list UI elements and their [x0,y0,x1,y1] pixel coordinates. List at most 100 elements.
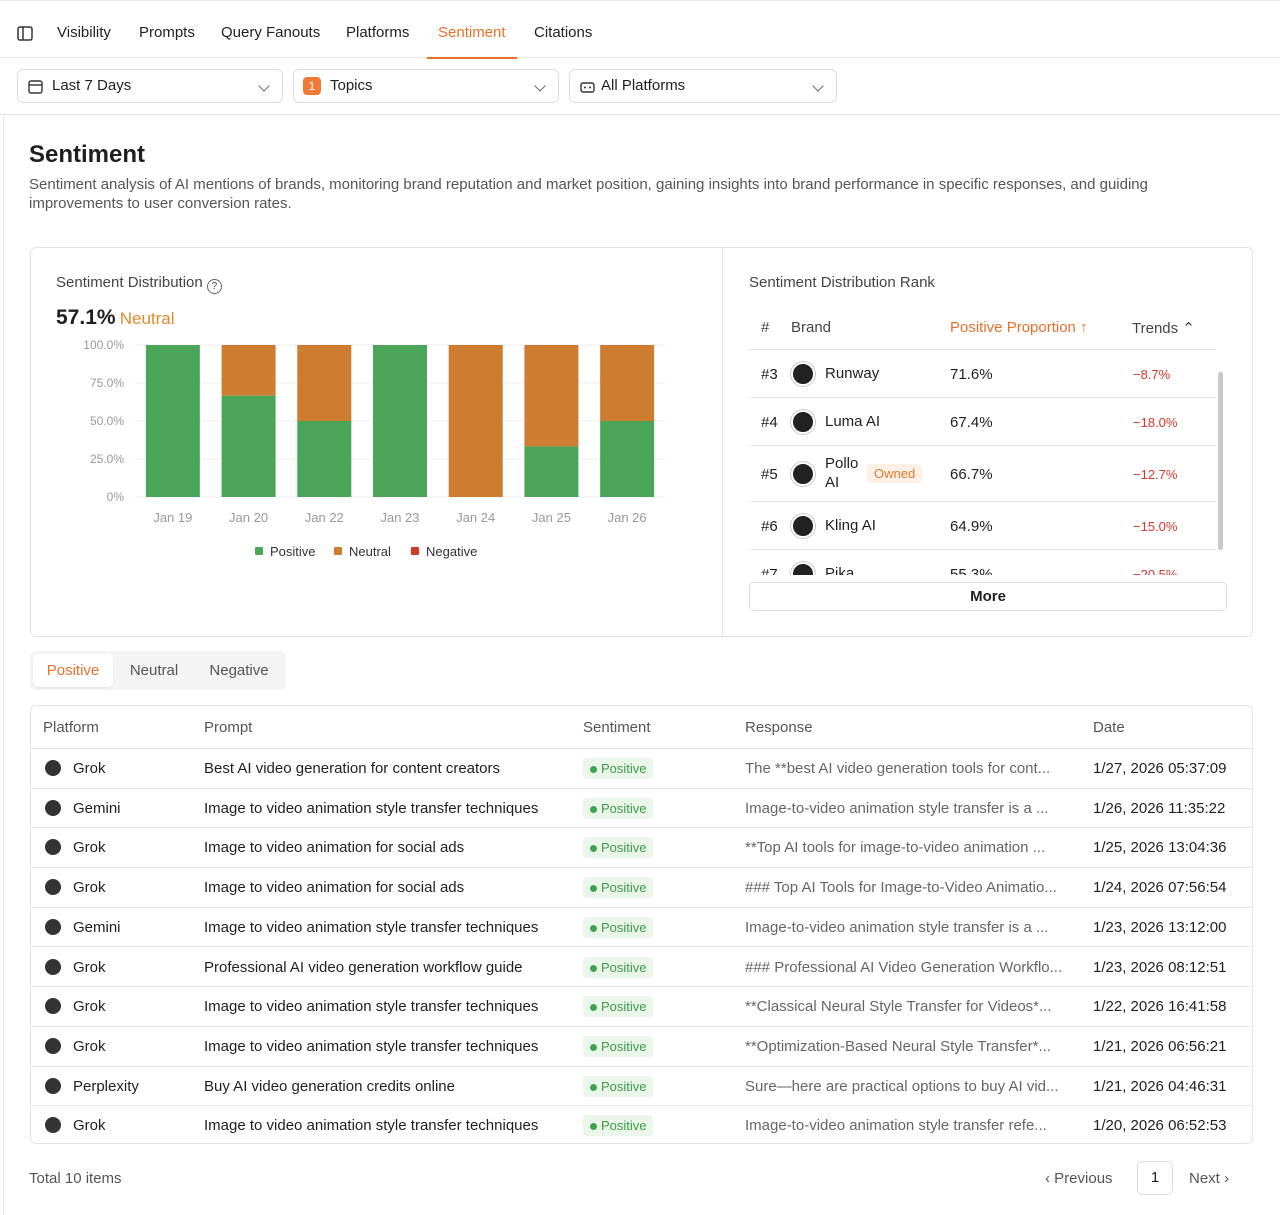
brand-logo [791,410,815,434]
brand-name: Luma AI [825,413,881,430]
bar-segment [600,345,655,421]
nav-tab[interactable]: Visibility [57,24,111,41]
legend-swatch [411,547,419,555]
page-button[interactable]: 1 [1137,1161,1173,1195]
date: 1/22, 2026 16:41:58 [1093,998,1227,1016]
date: 1/26, 2026 11:35:22 [1093,799,1226,817]
more-button[interactable]: More [749,582,1227,611]
rank-column[interactable]: Trends ⌃ [1132,320,1195,337]
x-tick-label: Jan 23 [380,510,419,525]
x-tick-label: Jan 20 [229,510,268,525]
date: 1/23, 2026 08:12:51 [1093,958,1227,976]
platform: Grok [73,958,106,976]
platform-icon [45,760,61,776]
rank-column[interactable]: Positive Proportion ↑ [950,319,1088,336]
column-header: Prompt [204,719,253,736]
topics-filter[interactable]: 1 Topics [293,69,559,103]
bar-segment [221,345,276,396]
sentiment-badge: Positive [583,996,653,1018]
page-description: Sentiment analysis of AI mentions of bra… [29,176,1148,212]
response: **Classical Neural Style Transfer for Vi… [745,998,1052,1016]
rank-number: #3 [761,366,778,383]
platform: Grok [73,998,106,1016]
date: 1/21, 2026 06:56:21 [1093,1037,1227,1055]
rank-title: Sentiment Distribution Rank [749,274,935,291]
brand-logo [791,514,815,538]
rank-header: # Brand Positive Proportion ↑ Trends ⌃ [749,308,1216,350]
date: 1/27, 2026 05:37:09 [1093,760,1227,777]
trend: −15.0% [1133,519,1178,534]
sentiment-tab[interactable]: Neutral [129,662,179,679]
calendar-icon [28,80,43,94]
bar-segment [524,345,579,447]
sidebar-icon[interactable] [17,26,33,42]
topics-count: 1 [303,77,321,95]
platform: Grok [73,760,106,777]
date: 1/21, 2026 04:46:31 [1093,1077,1227,1095]
x-tick-label: Jan 19 [153,510,192,525]
prompt: Image to video animation for social ads [204,879,465,897]
response: Image-to-video animation style transfer … [745,1117,1047,1135]
nav-tab[interactable]: Prompts [139,24,195,41]
nav-tab[interactable]: Platforms [346,24,410,41]
column-header: Response [745,719,813,736]
sentiment-badge: Positive [583,797,653,819]
prompt: Best AI video generation for content cre… [204,760,501,777]
headline-value: 57.1% [56,306,116,329]
sentiment-tab[interactable]: Positive [33,654,113,687]
rank-number: #5 [761,466,778,483]
sentiment-badge: Positive [583,1115,653,1137]
table-row: Gemini Image to video animation style tra… [31,789,1252,829]
nav-tab[interactable]: Citations [534,24,593,41]
prompt: Professional AI video generation workflo… [204,958,523,976]
prompt: Buy AI video generation credits online [204,1077,455,1095]
brand-name: Runway [825,365,880,382]
platform-icon [45,918,61,935]
sentiment-badge: Positive [583,956,653,978]
platform-filter[interactable]: All Platforms [569,69,837,103]
column-header: Platform [43,719,99,736]
page-title: Sentiment [29,141,146,168]
platform-icon [45,1117,61,1134]
date: 1/25, 2026 13:04:36 [1093,839,1227,857]
rank-row: #3 Runway 71.6% −8.7% [749,350,1216,398]
legend-swatch [334,547,342,555]
prompt: Image to video animation for social ads [204,839,465,857]
platform: Gemini [73,799,121,817]
rank-list: #3 Runway 71.6% −8.7% #4 Luma AI 67.4% −18.0% #5… [749,350,1216,575]
response: ### Professional AI Video Generation Wor… [745,958,1063,976]
y-tick-label: 50.0% [90,414,124,428]
x-tick-label: Jan 25 [532,510,571,525]
brand-logo [791,362,815,386]
nav-tab[interactable]: Sentiment [427,1,517,59]
nav-tab[interactable]: Query Fanouts [221,24,321,41]
sentiment-tab[interactable]: Negative [209,662,269,679]
table-row: Grok Image to video animation for social … [31,828,1252,869]
platform-filter-label: All Platforms [601,77,686,94]
y-tick-label: 75.0% [90,376,124,390]
previous-button[interactable]: ‹ Previous [1045,1170,1113,1187]
bar-segment [373,345,427,497]
table-row: Grok Image to video animation style trans… [31,1027,1252,1067]
response: **Optimization-Based Neural Style Transf… [745,1037,1051,1055]
total-count: Total 10 items [29,1170,122,1187]
prompt: Image to video animation style transfer … [204,998,539,1016]
top-nav: Visibility Prompts Query Fanouts Platforms S… [0,0,1280,59]
table-row: Grok Image to video animation for social … [31,868,1252,908]
brand-name: Pika [825,565,855,575]
bar-segment [221,395,276,497]
rank-row: #5 Pollo AI Owned 66.7% −12.7% [749,446,1216,502]
column-header: Date [1093,719,1125,736]
platform-icon [45,1037,61,1054]
platform: Gemini [73,918,121,936]
prompt: Image to video animation style transfer … [204,918,539,936]
help-icon[interactable]: ? [206,279,222,294]
date-filter[interactable]: Last 7 Days [17,69,283,103]
trend: −12.7% [1133,467,1178,482]
platform: Grok [73,839,106,857]
bot-icon [580,82,595,93]
legend-label: Negative [426,544,477,559]
y-tick-label: 0% [107,490,125,504]
chart: 0% 25.0% 50.0% 75.0% 100.0% Jan 19 Jan 20 Jan 2… [83,338,665,559]
next-button[interactable]: Next › [1189,1170,1230,1187]
